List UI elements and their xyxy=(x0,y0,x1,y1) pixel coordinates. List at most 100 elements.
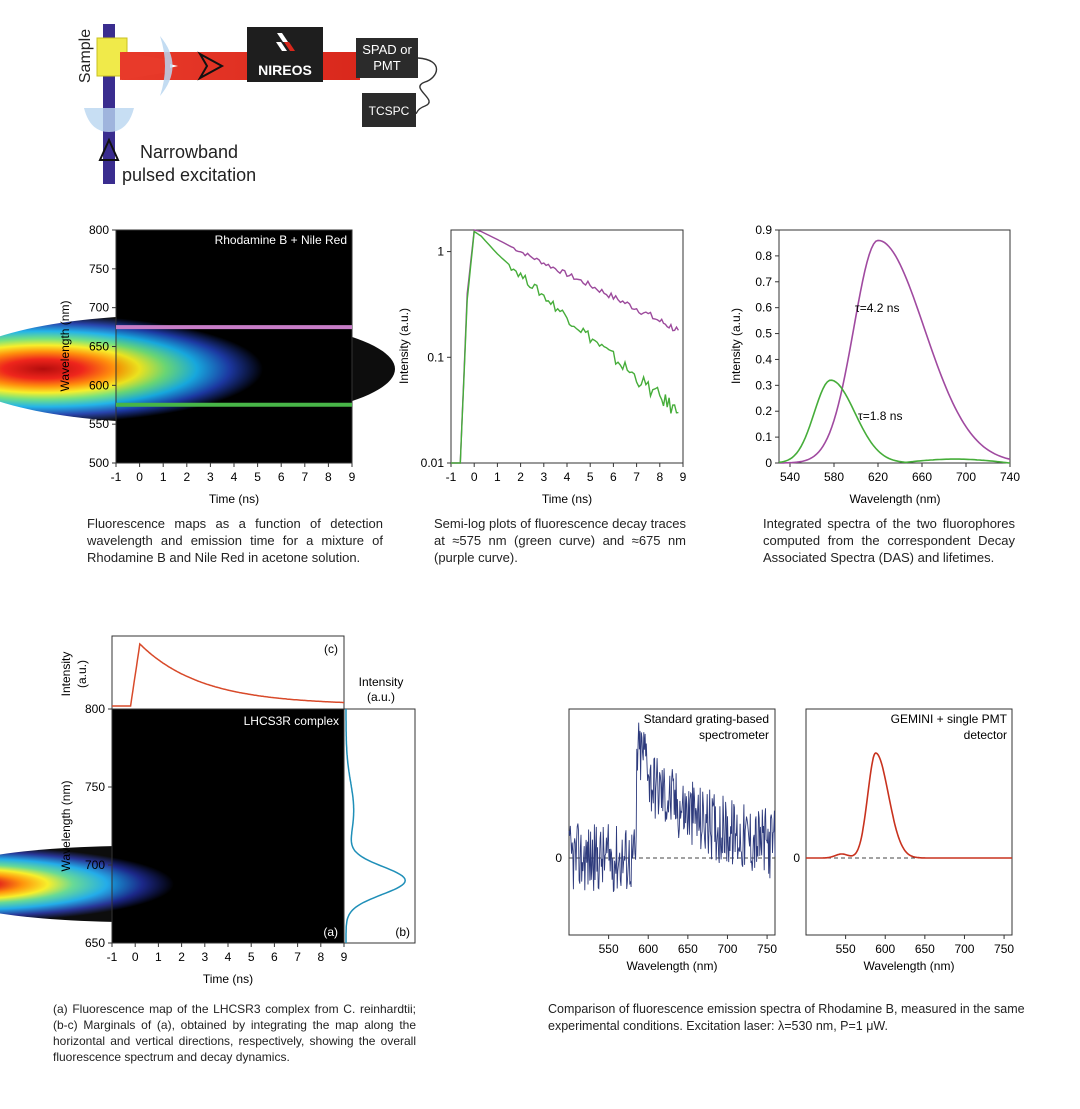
annotation-tau-1-8: τ=1.8 ns xyxy=(858,409,902,423)
map-intensity-blob xyxy=(0,315,395,423)
tcspc-box xyxy=(362,93,416,127)
x-tick-label: 580 xyxy=(824,470,844,484)
y-tick-zero: 0 xyxy=(793,851,800,865)
excitation-label-line2: pulsed excitation xyxy=(122,165,256,185)
x-tick-label: 7 xyxy=(301,470,308,484)
map-intensity-blob xyxy=(0,846,342,922)
chart-integrated-spectra: 540 580 620 660 700 740 0 0.1 0.2 0.3 0.4 0.5 0.6 0.7… xyxy=(729,223,1020,506)
x-tick-label: -1 xyxy=(111,470,122,484)
x-tick-label: 1 xyxy=(494,470,501,484)
y-axis-label: Wavelength (nm) xyxy=(59,781,73,872)
x-tick-label: 0 xyxy=(136,470,143,484)
plot-frame xyxy=(805,708,1013,936)
x-tick-label: 6 xyxy=(278,470,285,484)
y-tick-label: 0.2 xyxy=(755,404,772,418)
x-tick-label: 9 xyxy=(349,470,356,484)
plot-title-line2: spectrometer xyxy=(699,728,769,742)
marginal-c-frame xyxy=(111,635,345,710)
x-tick-label: 1 xyxy=(160,470,167,484)
y-tick-label: 550 xyxy=(89,417,109,431)
spectrum-curve-green xyxy=(778,379,1011,464)
y-tick-label: 0.01 xyxy=(421,456,445,470)
plot-frame xyxy=(450,229,684,464)
panel-label-b: (b) xyxy=(395,925,410,939)
y-tick-label: 650 xyxy=(85,936,105,950)
detector-box xyxy=(356,38,418,78)
x-tick-label: 4 xyxy=(225,950,232,964)
y-tick-label: 0.8 xyxy=(755,249,772,263)
x-axis-label: Wavelength (nm) xyxy=(627,959,718,973)
noisy-spectrum-curve xyxy=(568,722,776,892)
x-axis-label: Time (ns) xyxy=(542,492,592,506)
beam-arrow-icon xyxy=(197,51,225,81)
plot-title-line2: detector xyxy=(964,728,1007,742)
x-tick-label: 600 xyxy=(638,942,658,956)
x-tick-label: 6 xyxy=(271,950,278,964)
x-tick-label: 0 xyxy=(132,950,139,964)
tcspc-label: TCSPC xyxy=(369,104,410,118)
y-tick-label: 0.5 xyxy=(755,327,772,341)
x-axis-label: Time (ns) xyxy=(203,972,253,986)
x-tick-label: 7 xyxy=(633,470,640,484)
y-tick-label: 0.7 xyxy=(755,275,772,289)
sample-label: Sample xyxy=(77,29,94,83)
caption-decay-semilog: Semi-log plots of fluorescence decay tra… xyxy=(434,516,686,565)
y-tick-label: 800 xyxy=(89,223,109,237)
collection-lens xyxy=(160,36,173,96)
x-tick-label: 2 xyxy=(178,950,185,964)
x-tick-label: 650 xyxy=(915,942,935,956)
y-tick-label: 0.4 xyxy=(755,352,772,366)
chart-decay-semilog: -1 0 1 2 3 4 5 6 7 8 9 0.01 0.1 1 Time (ns) Intensity… xyxy=(397,229,687,506)
x-tick-label: 620 xyxy=(868,470,888,484)
y-tick-label: 600 xyxy=(89,378,109,392)
x-tick-label: 9 xyxy=(341,950,348,964)
y-axis-label: Wavelength (nm) xyxy=(58,301,72,392)
chart-map-lhcsr3: (c) Intensity (a.u.) Intensity (a.u.) LH… xyxy=(0,635,416,986)
annotation-tau-4-2: τ=4.2 ns xyxy=(855,301,899,315)
decay-curve-green xyxy=(451,230,679,464)
x-tick-label: 7 xyxy=(294,950,301,964)
caption-map-rhodamine: Fluorescence maps as a function of detec… xyxy=(87,516,383,565)
detector-label-line2: PMT xyxy=(373,58,401,73)
chart-map-rhodamine: Rhodamine B + Nile Red -1 0 1 2 3 4 5 6 7 8 9 500 55… xyxy=(0,223,395,506)
decay-marginal-curve xyxy=(112,642,344,707)
x-tick-label: 700 xyxy=(717,942,737,956)
marginal-ylabel-line1: Intensity xyxy=(59,652,73,697)
x-tick-label: 6 xyxy=(610,470,617,484)
x-tick-label: 700 xyxy=(954,942,974,956)
x-tick-label: 3 xyxy=(207,470,214,484)
device-name: NIREOS xyxy=(258,62,312,78)
decay-curve-purple xyxy=(451,229,680,464)
chart-spectrum-grating: Standard grating-based spectrometer 0 55… xyxy=(555,708,777,973)
setup-diagram: NIREOS SPAD or PMT TCSPC Sample Narrowba… xyxy=(77,24,438,185)
x-tick-label: 2 xyxy=(183,470,190,484)
map-title: Rhodamine B + Nile Red xyxy=(215,233,347,247)
side-label-line2: (a.u.) xyxy=(367,690,395,704)
excitation-label-line1: Narrowband xyxy=(140,142,238,162)
y-axis-label: Intensity (a.u.) xyxy=(729,308,743,384)
x-tick-label: 4 xyxy=(231,470,238,484)
x-tick-label: 4 xyxy=(564,470,571,484)
x-tick-label: 540 xyxy=(780,470,800,484)
x-tick-label: 3 xyxy=(540,470,547,484)
y-tick-label: 700 xyxy=(89,301,109,315)
caption-integrated-spectra: Integrated spectra of the two fluorophor… xyxy=(763,516,1015,565)
x-axis-label: Time (ns) xyxy=(209,492,259,506)
x-axis-label: Wavelength (nm) xyxy=(864,959,955,973)
y-tick-label: 0 xyxy=(765,456,772,470)
x-tick-label: -1 xyxy=(446,470,457,484)
x-tick-label: 650 xyxy=(678,942,698,956)
x-tick-label: 9 xyxy=(680,470,687,484)
caption-spectrometer-comparison: Comparison of fluorescence emission spec… xyxy=(548,1002,1025,1033)
x-tick-label: 5 xyxy=(248,950,255,964)
y-tick-label: 800 xyxy=(85,702,105,716)
excitation-lens xyxy=(84,108,134,132)
y-axis-label: Intensity (a.u.) xyxy=(397,308,411,384)
x-tick-label: 8 xyxy=(325,470,332,484)
side-label-line1: Intensity xyxy=(359,675,404,689)
x-tick-label: 700 xyxy=(956,470,976,484)
y-tick-label: 0.9 xyxy=(755,223,772,237)
y-tick-label: 0.1 xyxy=(755,430,772,444)
plot-title-line1: GEMINI + single PMT xyxy=(891,712,1008,726)
